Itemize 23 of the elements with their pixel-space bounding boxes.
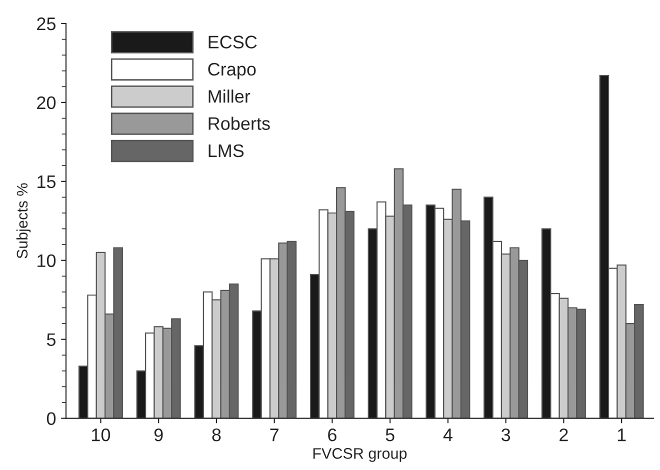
legend-label: Crapo bbox=[208, 62, 256, 80]
x-tick-label: 10 bbox=[92, 428, 110, 442]
y-tick-label: 0 bbox=[46, 412, 56, 426]
legend-label: LMS bbox=[208, 144, 244, 158]
y-tick-label: 5 bbox=[46, 333, 56, 346]
y-axis-title: Subjects % bbox=[16, 183, 31, 258]
x-tick-label: 1 bbox=[618, 428, 626, 442]
x-tick-label: 2 bbox=[560, 428, 568, 442]
y-tick-label: 10 bbox=[38, 254, 56, 268]
x-tick-label: 4 bbox=[443, 428, 452, 442]
x-tick-label: 3 bbox=[501, 428, 510, 442]
y-tick-label: 20 bbox=[37, 96, 56, 110]
legend-label: ECSC bbox=[208, 36, 257, 48]
y-tick-label: 15 bbox=[38, 176, 56, 188]
x-tick-label: 7 bbox=[270, 428, 278, 442]
legend-label: Roberts bbox=[208, 116, 270, 130]
x-tick-label: 6 bbox=[328, 428, 336, 442]
x-tick-label: 8 bbox=[212, 428, 221, 442]
legend-label: Miller bbox=[208, 90, 250, 103]
x-axis-title: FVCSR group bbox=[313, 448, 407, 462]
x-tick-label: 9 bbox=[154, 428, 163, 442]
y-tick-label: 25 bbox=[37, 17, 56, 30]
x-tick-label: 5 bbox=[386, 428, 394, 442]
